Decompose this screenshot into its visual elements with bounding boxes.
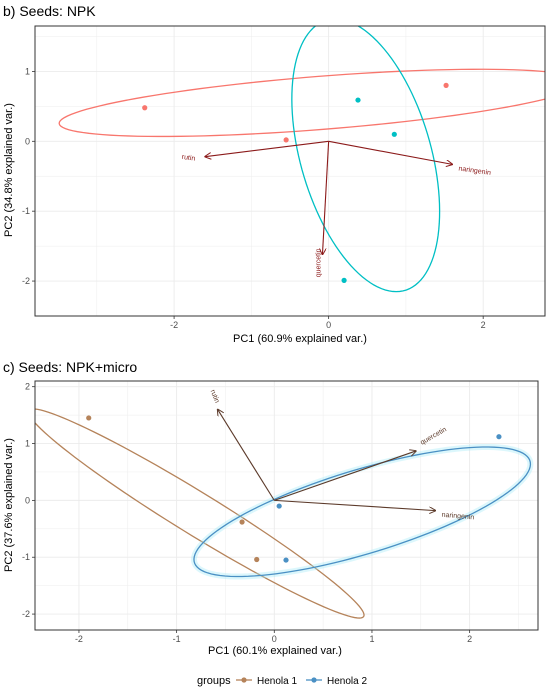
panel-c-x-tick-label: -2 [75,634,83,644]
panel-b-point-series-2 [391,131,397,137]
panel-c-x-tick-label: 0 [272,634,277,644]
panel-c-point-series-2 [496,434,502,440]
panel-b-plot-area: rutin naringenin quercetin -2 0 2 -2 -1 0 1 [22,25,546,330]
panel-b-ellipse-1 [58,68,545,138]
panel-b-x-axis-label: PC1 (60.9% explained var.) [233,333,367,345]
panel-b-panel-border [34,25,546,317]
panel-b-y-tick-label: 0 [25,136,30,146]
panel-c-x-tick-label: 1 [369,634,374,644]
panel-c-vector-label-rutin: rutin [209,389,221,404]
legend-item-1: Henola 1 [236,676,297,687]
panel-b-x-tick-label: 0 [326,320,331,330]
legend-key-point [241,677,247,683]
panel-c-panel-border [34,380,539,631]
panel-c-grid [35,381,538,630]
panel-c-point-series-1 [254,556,260,563]
panel-b-x-tick-label: 2 [481,320,486,330]
panel-b-vector-quercetin [322,141,330,254]
panel-c-vector-naringenin [274,499,435,510]
panel-b: b) Seeds: NPK rutin naringenin quercetin -2… [3,3,546,345]
panel-c-y-axis-label: PC2 (37.6% explained var.) [3,438,15,572]
panel-b-y-axis-label: PC2 (34.8% explained var.) [3,103,15,237]
legend-key-point [311,677,317,683]
panel-c-x-axis-label: PC1 (60.1% explained var.) [208,645,342,657]
panel-c-y-tick-label: 1 [25,439,30,449]
panel-c-y-tick-label: -2 [22,609,30,619]
panel-c-point-series-2 [283,557,289,563]
panel-c-y-tick-label: -1 [22,552,30,562]
panel-c-x-tick-label: -1 [173,634,181,644]
panel-b-ellipse-2 [291,26,441,293]
legend-item-label: Henola 1 [257,676,297,687]
legend-item-2: Henola 2 [306,676,367,687]
panel-b-title: b) Seeds: NPK [3,3,96,19]
panel-c-point-series-1 [239,519,245,525]
panel-c-vector-rutin [218,409,275,501]
panel-c: c) Seeds: NPK+micro rutinquercetinnaring… [3,359,539,657]
panel-c-point-series-1 [86,415,92,421]
panel-b-vector-label-quercetin: quercetin [315,248,322,277]
panel-b-vector-label-rutin: rutin [181,154,196,163]
panel-c-x-tick-label: 2 [467,634,472,644]
panel-b-vector-naringenin [328,140,453,164]
legend-item-label: Henola 2 [327,676,367,687]
panel-b-point-series-1 [443,82,449,88]
panel-b-point-series-2 [355,97,361,103]
panel-b-vector-rutin [205,140,329,156]
panel-c-title: c) Seeds: NPK+micro [3,359,137,375]
panel-c-vector-label-naringenin: naringenin [441,512,474,522]
panel-c-background [35,381,538,630]
panel-b-grid [35,26,545,317]
panel-c-point-series-2 [276,503,282,509]
legend: groups Henola 1 Henola 2 [197,675,367,687]
panel-b-point-series-2 [341,277,347,283]
panel-c-vector-quercetin [274,451,416,501]
panel-b-y-tick-label: -1 [22,206,30,216]
panel-b-x-tick-label: -2 [170,320,178,330]
panel-b-vector-label-naringenin: naringenin [458,165,491,176]
panel-b-point-series-1 [283,137,289,143]
panel-b-y-tick-label: -2 [22,276,30,286]
panel-c-y-tick-label: 0 [25,495,30,505]
panel-b-background [35,26,545,316]
legend-items: Henola 1 Henola 2 [236,676,367,687]
panel-b-point-series-1 [142,105,148,111]
panel-b-y-tick-label: 1 [25,66,30,76]
panel-c-y-tick-label: 2 [25,382,30,392]
legend-title: groups [197,675,231,687]
